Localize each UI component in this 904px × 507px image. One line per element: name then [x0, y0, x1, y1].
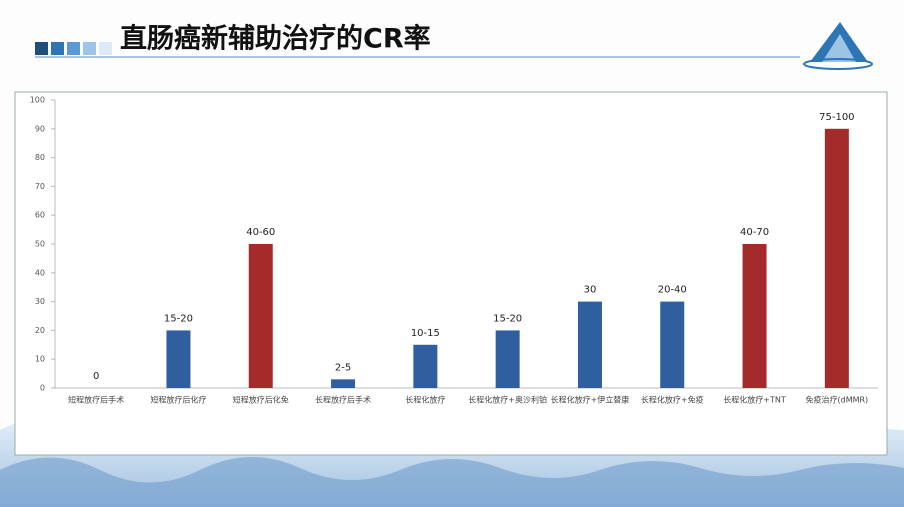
bar	[331, 379, 356, 388]
bar	[495, 330, 520, 388]
bar	[248, 244, 273, 388]
logo	[803, 22, 873, 70]
x-tick-label: 长程放疗后手术	[315, 395, 371, 405]
value-label: 40-60	[246, 227, 275, 238]
y-tick-label: 50	[35, 240, 45, 249]
bar	[577, 301, 602, 388]
x-tick-label: 长程化放疗+伊立替康	[551, 395, 630, 405]
chart-frame	[14, 91, 888, 456]
bar	[413, 344, 438, 388]
value-label: 2-5	[335, 362, 351, 373]
x-tick-label: 长程化放疗+TNT	[723, 395, 786, 405]
bar	[824, 128, 849, 389]
x-tick-label: 长程化放疗	[405, 395, 445, 405]
bar	[166, 330, 191, 388]
y-tick-label: 30	[35, 297, 45, 306]
x-tick-label: 短程放疗后化疗	[150, 395, 206, 405]
y-tick-label: 100	[30, 96, 45, 105]
x-tick-label: 短程放疗后手术	[68, 395, 124, 405]
value-label: 75-100	[819, 112, 854, 123]
value-label: 15-20	[164, 313, 193, 324]
y-tick-label: 80	[35, 153, 45, 162]
y-tick-label: 40	[35, 268, 45, 277]
x-tick-label: 长程化放疗+免疫	[641, 395, 704, 405]
value-label: 15-20	[493, 313, 522, 324]
y-tick-label: 90	[35, 124, 45, 133]
wave-decoration	[0, 456, 904, 507]
y-tick-label: 20	[35, 326, 45, 335]
value-label: 30	[584, 285, 597, 296]
x-tick-label: 短程放疗后化免	[233, 395, 289, 405]
x-tick-label: 长程化放疗+奥沙利铂	[468, 395, 547, 405]
value-label: 0	[93, 371, 99, 382]
value-label: 40-70	[740, 227, 769, 238]
bar	[660, 301, 685, 388]
y-tick-label: 60	[35, 211, 45, 220]
bar	[742, 244, 767, 388]
plot: 0 10 20 30 40 50 60 70 80 90 100 短程放疗后手术 0 短程放疗后化疗 15-…	[30, 96, 878, 405]
y-tick-label: 0	[40, 384, 45, 393]
y-tick-label: 70	[35, 182, 45, 191]
slide-title: 直肠癌新辅助治疗的CR率	[120, 23, 431, 55]
x-tick-label: 免疫治疗(dMMR)	[806, 395, 869, 405]
header-squares	[35, 42, 112, 55]
value-label: 20-40	[658, 285, 687, 296]
y-tick-label: 10	[35, 355, 45, 364]
value-label: 10-15	[411, 328, 440, 339]
